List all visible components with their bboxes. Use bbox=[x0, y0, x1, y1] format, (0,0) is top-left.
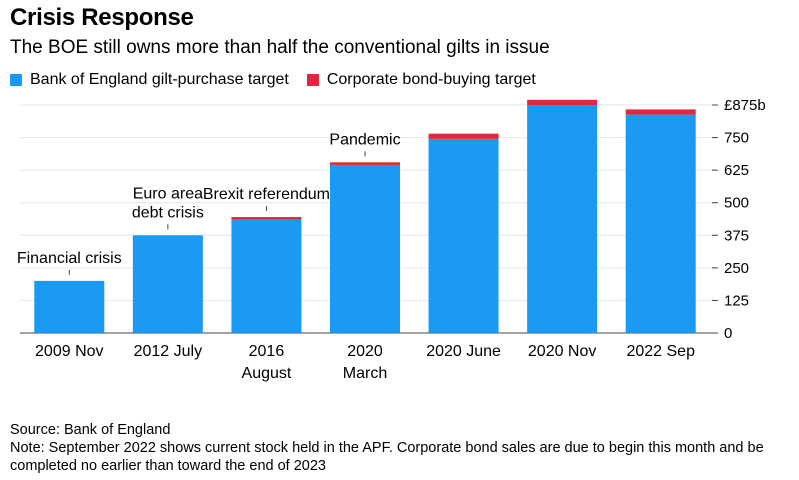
bar-gilt-6 bbox=[625, 114, 696, 333]
x-tick-label-4: 2020 June bbox=[426, 343, 501, 360]
legend-label-corporate: Corporate bond-buying target bbox=[326, 71, 536, 88]
bar-gilt-3 bbox=[330, 164, 400, 333]
legend-swatch-corporate bbox=[306, 74, 319, 86]
y-tick-label-2: 250 bbox=[724, 260, 749, 277]
bar-corporate-6 bbox=[625, 109, 696, 115]
annotation-3: Pandemic bbox=[329, 131, 400, 148]
bar-corporate-5 bbox=[527, 99, 598, 105]
x-tick-label-6: 2022 Sep bbox=[626, 343, 695, 360]
y-tick-label-1: 125 bbox=[724, 292, 749, 309]
x-tick-label-3: 2020 bbox=[347, 343, 383, 360]
annotation-1: debt crisis bbox=[132, 204, 204, 221]
x-tick-label-2: August bbox=[242, 365, 292, 382]
x-tick-label-3: March bbox=[343, 365, 387, 382]
annotation-2: Brexit referendum bbox=[203, 186, 330, 203]
annotation-0: Financial crisis bbox=[17, 250, 122, 267]
y-tick-label-5: 625 bbox=[724, 162, 749, 179]
legend-label-gilt: Bank of England gilt-purchase target bbox=[30, 71, 289, 88]
legend-item-gilt: Bank of England gilt-purchase target bbox=[10, 71, 289, 89]
chart-subtitle: The BOE still owns more than half the co… bbox=[10, 37, 550, 58]
legend-item-corporate: Corporate bond-buying target bbox=[306, 71, 536, 89]
chart-title: Crisis Response bbox=[10, 4, 194, 31]
bar-gilt-1 bbox=[132, 235, 203, 333]
bar-gilt-4 bbox=[428, 138, 499, 333]
x-tick-label-1: 2012 July bbox=[134, 343, 203, 360]
y-tick-label-0: 0 bbox=[724, 325, 732, 342]
footer: Source: Bank of England Note: September … bbox=[10, 421, 780, 475]
bar-corporate-4 bbox=[428, 133, 499, 139]
bar-gilt-5 bbox=[527, 105, 598, 333]
x-tick-label-0: 2009 Nov bbox=[35, 343, 104, 360]
annotation-1: Euro area bbox=[133, 185, 203, 202]
bar-chart: 0 125 250 375 500 625 750 £875b 2009 Nov 2012 Jul… bbox=[17, 97, 766, 382]
legend: Bank of England gilt-purchase target Cor… bbox=[10, 71, 554, 89]
legend-swatch-gilt bbox=[10, 74, 22, 86]
y-top-label: £875b bbox=[724, 97, 766, 114]
bar-gilt-0 bbox=[34, 280, 105, 333]
bar-gilt-2 bbox=[231, 219, 302, 333]
y-tick-label-4: 500 bbox=[724, 195, 749, 212]
source-note: Source: Bank of England bbox=[10, 422, 171, 438]
bar-corporate-3 bbox=[330, 162, 400, 165]
x-tick-label-5: 2020 Nov bbox=[528, 343, 597, 360]
bar-corporate-2 bbox=[231, 217, 302, 220]
y-tick-label-6: 750 bbox=[724, 130, 749, 147]
footnote: Note: September 2022 shows current stock… bbox=[10, 440, 764, 474]
x-tick-label-2: 2016 bbox=[249, 343, 285, 360]
y-tick-label-3: 375 bbox=[724, 227, 749, 244]
